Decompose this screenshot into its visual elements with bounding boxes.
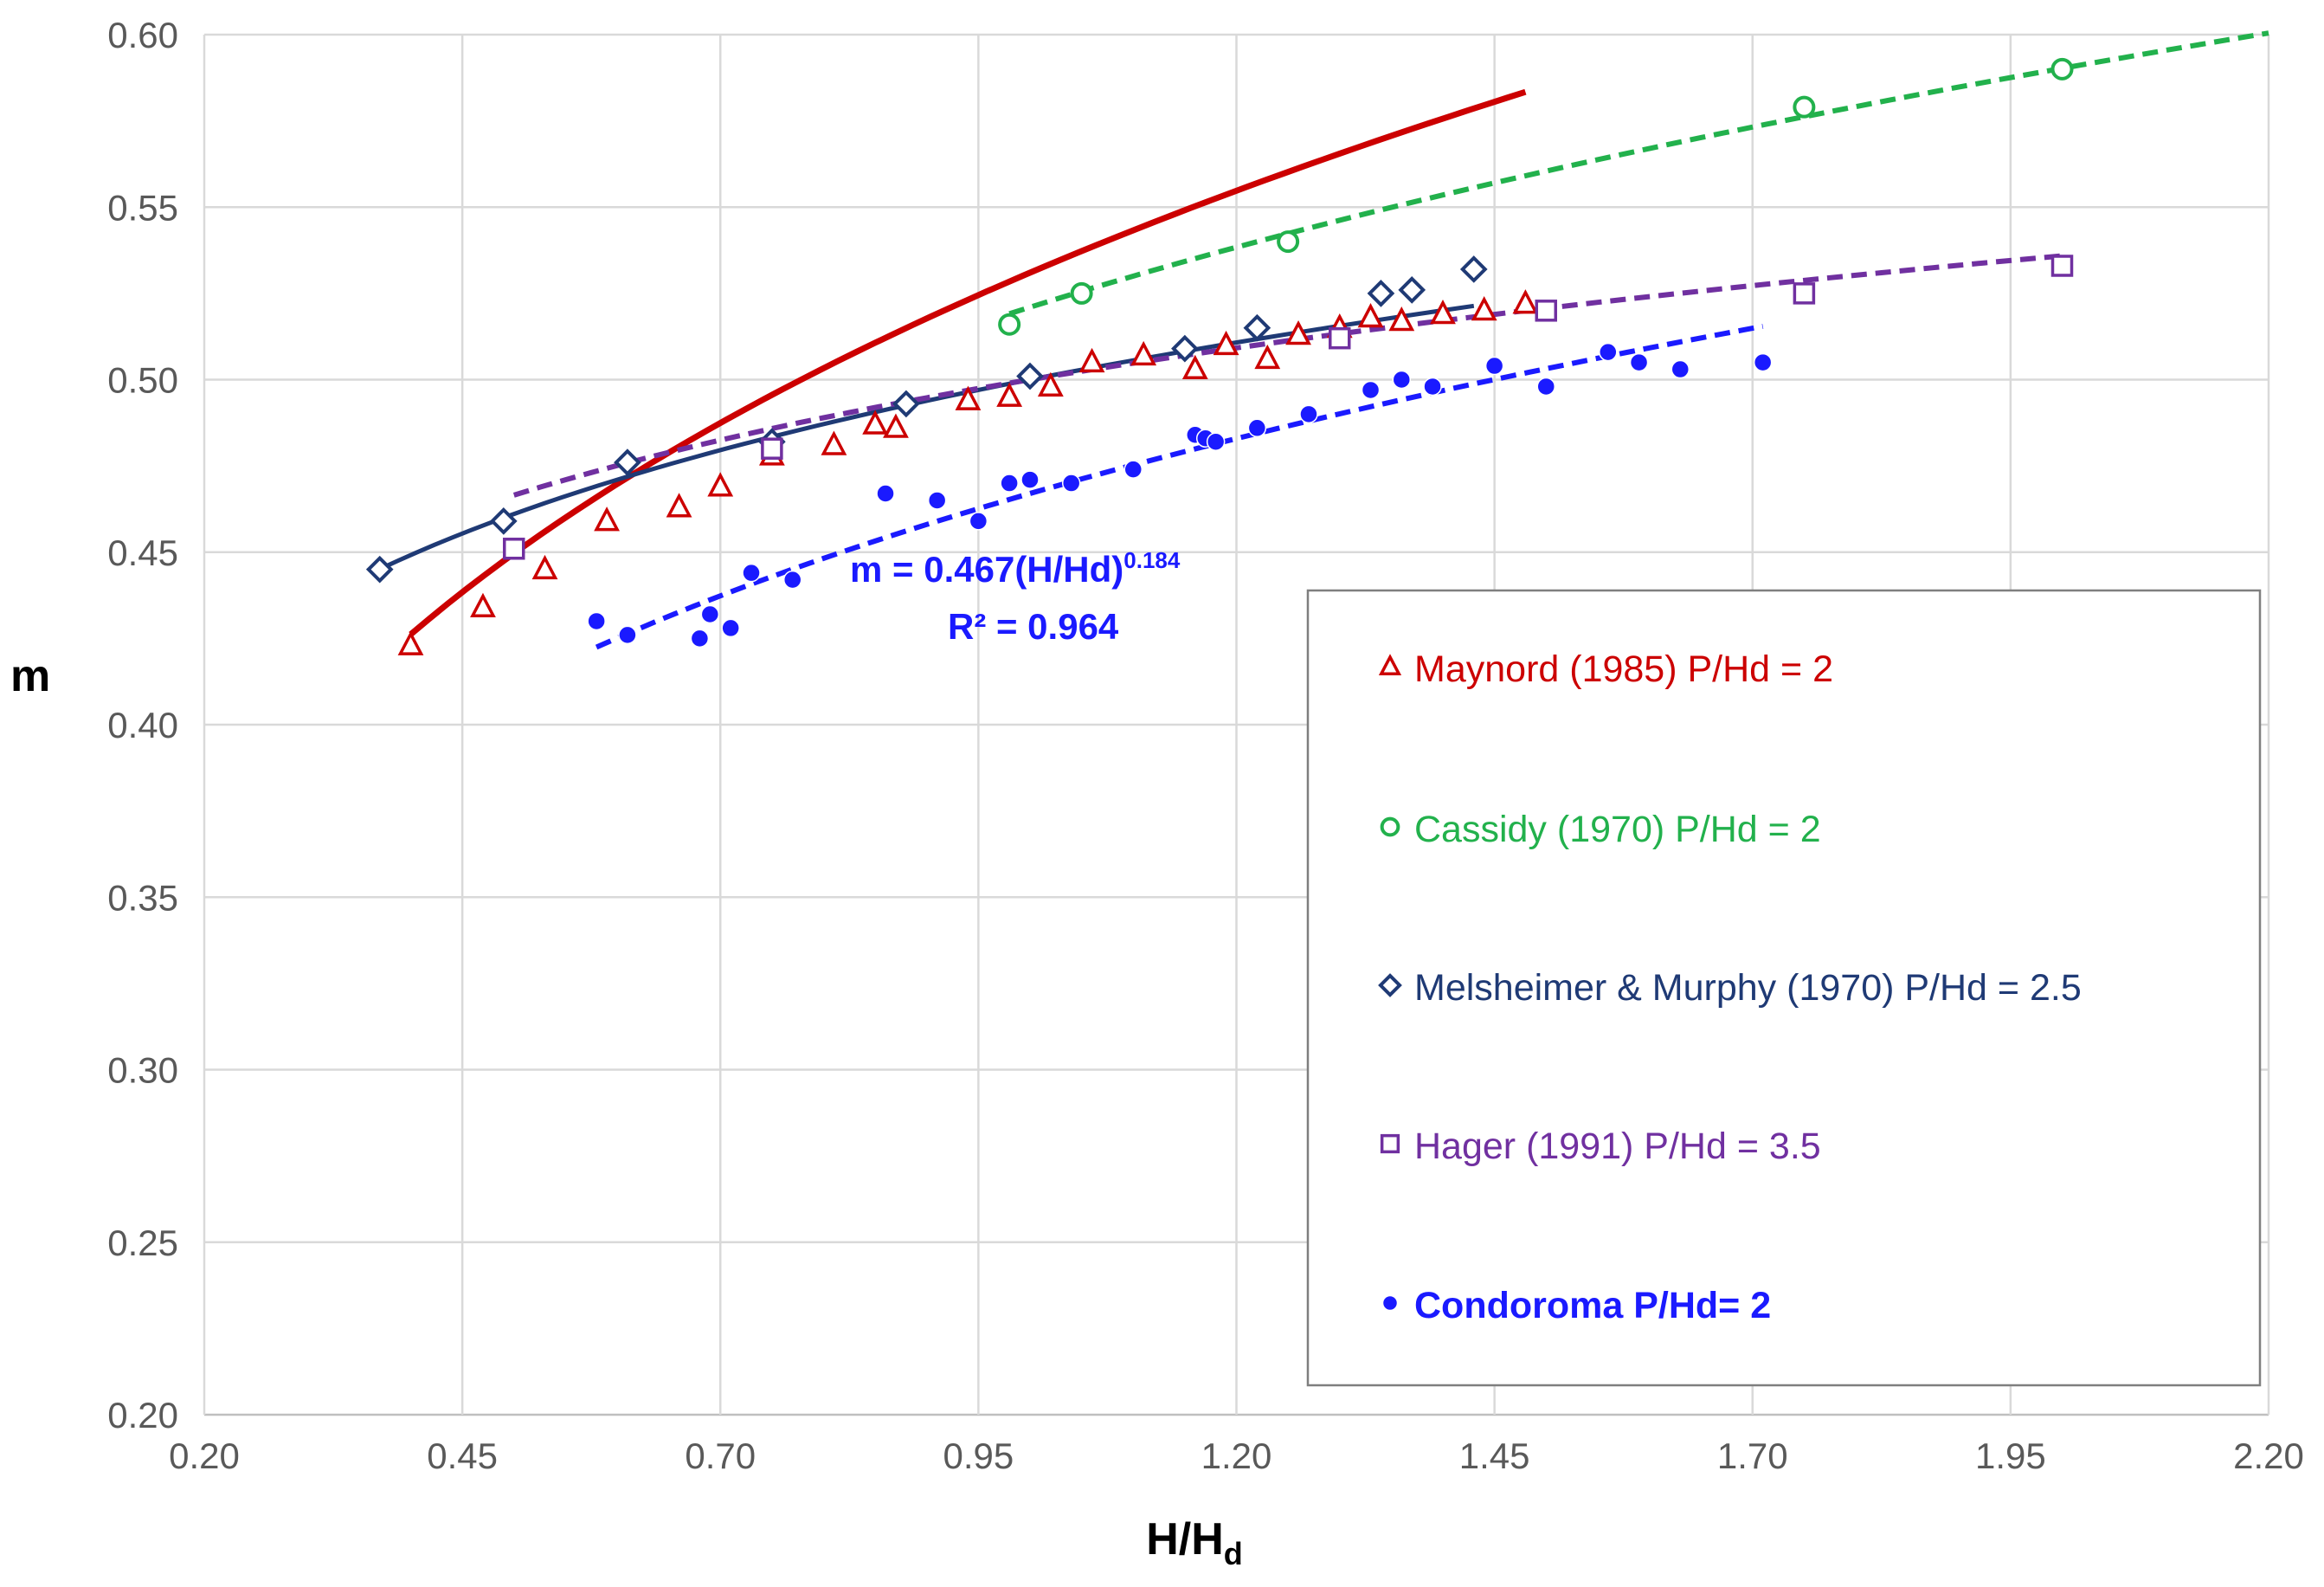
trendline-series-3	[514, 256, 2063, 495]
x-tick-label: 1.70	[1717, 1435, 1788, 1476]
data-point-series-0	[596, 510, 617, 530]
data-point-series-3	[1330, 329, 1349, 348]
data-point-series-4	[691, 629, 708, 647]
data-point-series-4	[1486, 358, 1503, 375]
x-tick-label: 0.70	[685, 1435, 756, 1476]
legend-marker-1	[1382, 819, 1399, 835]
data-point-series-4	[743, 564, 760, 582]
data-point-series-4	[1671, 361, 1689, 378]
y-tick-label: 0.40	[107, 705, 178, 745]
data-point-series-0	[1082, 352, 1103, 371]
y-tick-label: 0.30	[107, 1050, 178, 1091]
legend-label-1: Cassidy (1970) P/Hd = 2	[1414, 809, 1821, 850]
data-points	[369, 60, 2072, 654]
x-axis-title: H/Hd	[1146, 1514, 1243, 1571]
data-point-series-3	[505, 539, 524, 558]
data-point-series-1	[1072, 284, 1091, 303]
x-tick-label: 2.20	[2233, 1435, 2304, 1476]
data-point-series-0	[865, 413, 885, 433]
y-tick-label: 0.45	[107, 532, 178, 573]
data-point-series-4	[1021, 471, 1039, 488]
data-point-series-0	[473, 597, 493, 616]
data-point-series-0	[885, 416, 906, 436]
data-point-series-2	[895, 392, 917, 415]
data-point-series-4	[588, 612, 605, 629]
data-point-series-4	[929, 492, 946, 509]
data-point-series-3	[763, 439, 782, 458]
data-point-series-2	[1400, 279, 1423, 301]
data-point-series-4	[1362, 381, 1380, 398]
data-point-series-0	[1185, 358, 1206, 378]
x-tick-label: 1.20	[1201, 1435, 1272, 1476]
data-point-series-4	[1248, 419, 1265, 436]
legend-marker-4	[1383, 1296, 1398, 1311]
data-point-series-3	[1536, 301, 1555, 320]
legend-marker-3	[1382, 1136, 1399, 1152]
legend-label-3: Hager (1991) P/Hd = 3.5	[1414, 1126, 1821, 1167]
trendlines	[380, 33, 2269, 647]
y-tick-label: 0.60	[107, 15, 178, 55]
data-point-series-0	[1257, 348, 1278, 368]
data-point-series-4	[1631, 354, 1648, 371]
data-point-series-2	[369, 558, 391, 581]
data-point-series-2	[1019, 365, 1041, 388]
x-tick-label: 1.45	[1459, 1435, 1530, 1476]
y-tick-label: 0.55	[107, 187, 178, 228]
data-point-series-4	[784, 571, 801, 589]
trendline-series-1	[1009, 33, 2269, 313]
data-point-series-3	[1794, 284, 1813, 303]
data-point-series-4	[619, 626, 636, 643]
data-point-series-0	[669, 496, 690, 516]
data-point-series-1	[1278, 232, 1297, 251]
data-point-series-4	[969, 513, 987, 530]
data-point-series-4	[1001, 474, 1018, 492]
legend: Maynord (1985) P/Hd = 2 Cassidy (1970) P/…	[1308, 590, 2260, 1385]
data-point-series-0	[823, 434, 844, 454]
y-tick-label: 0.25	[107, 1223, 178, 1263]
data-point-series-3	[2053, 256, 2072, 275]
data-point-series-4	[1124, 461, 1142, 478]
legend-label-2: Melsheimer & Murphy (1970) P/Hd = 2.5	[1414, 967, 2082, 1009]
data-point-series-0	[1133, 345, 1154, 364]
data-point-series-4	[877, 485, 894, 502]
data-point-series-4	[1300, 405, 1317, 423]
data-point-series-1	[1794, 98, 1813, 117]
x-tick-label: 0.95	[943, 1435, 1014, 1476]
data-point-series-0	[1515, 293, 1535, 313]
data-point-series-4	[1600, 344, 1617, 361]
x-tick-label: 1.95	[1975, 1435, 2046, 1476]
y-tick-label: 0.50	[107, 360, 178, 401]
data-point-series-0	[535, 558, 556, 578]
data-point-series-4	[722, 619, 739, 636]
data-point-series-4	[701, 605, 718, 623]
y-axis-title: m	[10, 651, 50, 701]
data-point-series-0	[1474, 300, 1495, 319]
data-point-series-4	[1393, 371, 1410, 389]
x-tick-label: 0.20	[169, 1435, 240, 1476]
chart: 0.20 0.25 0.30 0.35 0.40 0.45 0.50 0.55 0.60 0.20…	[0, 0, 2324, 1587]
data-point-series-4	[1207, 433, 1225, 450]
fit-equation: m = 0.467(H/Hd)0.184	[850, 547, 1181, 590]
data-point-series-0	[1361, 306, 1381, 326]
legend-label-0: Maynord (1985) P/Hd = 2	[1414, 648, 1833, 690]
data-point-series-0	[999, 385, 1020, 405]
data-point-series-1	[2053, 60, 2072, 79]
data-point-series-4	[1754, 354, 1772, 371]
data-point-series-0	[710, 475, 731, 495]
data-point-series-2	[1369, 282, 1392, 305]
data-point-series-4	[1424, 377, 1441, 395]
data-point-series-4	[1063, 474, 1080, 492]
data-point-series-1	[1000, 315, 1019, 334]
x-tick-label: 0.45	[427, 1435, 498, 1476]
legend-label-4: Condoroma P/Hd= 2	[1414, 1285, 1771, 1326]
data-point-series-0	[401, 634, 422, 654]
y-tick-label: 0.35	[107, 877, 178, 918]
data-point-series-2	[1463, 258, 1485, 281]
y-tick-label: 0.20	[107, 1395, 178, 1435]
fit-r-squared: R² = 0.964	[948, 606, 1119, 647]
data-point-series-4	[1537, 377, 1555, 395]
